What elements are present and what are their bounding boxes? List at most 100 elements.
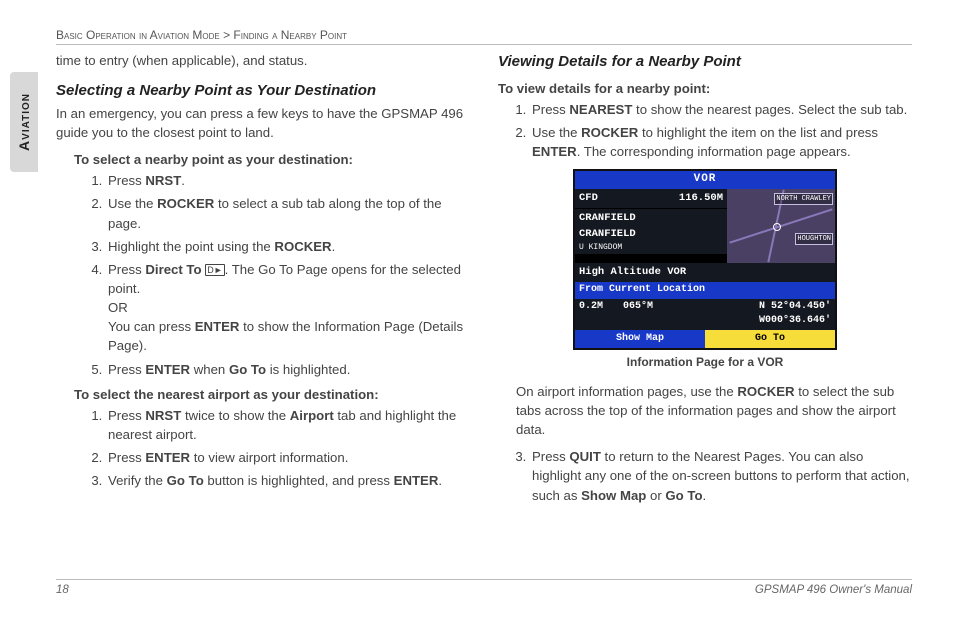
show-map-button[interactable]: Show Map [575,330,705,349]
btn-showmap: Show Map [581,488,646,503]
instruction-heading-b: To select the nearest airport as your de… [74,385,470,404]
key-enter: ENTER [195,319,240,334]
latitude: N 52°04.450' [759,301,831,312]
instruction-list-a: Press NRST. Use the ROCKER to select a s… [94,171,470,378]
key-rocker: ROCKER [581,125,638,140]
goto-button[interactable]: Go To [705,330,835,349]
location-row: 0.2M 065°M N 52°04.450' W000°36.646' [575,299,835,330]
tab-airport: Airport [290,408,334,423]
t: Press [532,449,569,464]
t: Press [108,450,145,465]
t: to highlight the item on the list and pr… [638,125,878,140]
direct-to-icon: D► [205,264,224,276]
or-text: OR [108,300,128,315]
t: . [703,488,707,503]
content-columns: time to entry (when applicable), and sta… [56,51,912,509]
key-nrst: NRST [145,173,181,188]
vor-name2: CRANFIELD [579,227,723,242]
t: Highlight the point using the [108,239,274,254]
step: Highlight the point using the ROCKER. [106,237,470,256]
t: Press [108,173,145,188]
t: button is highlighted, and press [204,473,394,488]
btn-goto: Go To [665,488,702,503]
t: Use the [532,125,581,140]
vor-country: U KINGDOM [579,242,723,254]
t: . [332,239,336,254]
screen-buttons: Show Map Go To [575,330,835,349]
key-enter: ENTER [394,473,439,488]
screen-body: CFD 116.50M CRANFIELD CRANFIELD U KINGDO… [575,189,835,263]
t: twice to show the [181,408,289,423]
side-tab-aviation: Aviation [10,72,38,172]
screen-left: CFD 116.50M CRANFIELD CRANFIELD U KINGDO… [575,189,727,263]
t: You can press [108,319,195,334]
key-rocker: ROCKER [274,239,331,254]
breadcrumb: Basic Operation in Aviation Mode > Findi… [56,28,912,45]
paragraph: On airport information pages, use the RO… [516,382,912,439]
t: . [181,173,185,188]
t: Verify the [108,473,167,488]
map-label: NORTH CRAWLEY [774,193,833,205]
key-enter: ENTER [145,450,190,465]
key-rocker: ROCKER [737,384,794,399]
distance: 0.2M [579,300,623,329]
page-number: 18 [56,584,69,596]
bearing: 065°M [623,300,683,329]
vor-info-screen: VOR CFD 116.50M CRANFIELD CRANFIELD U KI… [573,169,837,350]
t: or [646,488,665,503]
step: Press Direct To D►. The Go To Page opens… [106,260,470,356]
step: Use the ROCKER to select a sub tab along… [106,194,470,232]
manual-title: GPSMAP 496 Owner's Manual [755,584,912,596]
screen-map: NORTH CRAWLEY HOUGHTON [727,189,835,263]
instruction-list-c-cont: Press QUIT to return to the Nearest Page… [518,447,912,504]
step: Press NEAREST to show the nearest pages.… [530,100,912,119]
breadcrumb-a: Basic Operation in Aviation Mode [56,28,220,42]
key-enter: ENTER [532,144,577,159]
map-label: HOUGHTON [795,233,833,245]
t: On airport information pages, use the [516,384,737,399]
instruction-list-b: Press NRST twice to show the Airport tab… [94,406,470,491]
t: is highlighted. [266,362,350,377]
t: Use the [108,196,157,211]
section-subtitle: In an emergency, you can press a few key… [56,104,470,142]
vor-id: CFD [579,191,598,206]
key-enter: ENTER [145,362,190,377]
vor-name1: CRANFIELD [579,211,723,226]
step: Press NRST twice to show the Airport tab… [106,406,470,444]
t: Press [532,102,569,117]
column-right: Viewing Details for a Nearby Point To vi… [498,51,912,509]
section-heading-selecting: Selecting a Nearby Point as Your Destina… [56,80,470,102]
instruction-list-c: Press NEAREST to show the nearest pages.… [518,100,912,161]
key-nearest: NEAREST [569,102,632,117]
btn-goto: Go To [229,362,266,377]
breadcrumb-b: Finding a Nearby Point [233,28,347,42]
btn-goto: Go To [167,473,204,488]
section-heading-viewing: Viewing Details for a Nearby Point [498,51,912,73]
step: Press ENTER to view airport information. [106,448,470,467]
step: Verify the Go To button is highlighted, … [106,471,470,490]
step: Press NRST. [106,171,470,190]
t: to show the nearest pages. Select the su… [632,102,907,117]
vor-freq: 116.50M [679,191,723,206]
step: Press ENTER when Go To is highlighted. [106,360,470,379]
key-nrst: NRST [145,408,181,423]
breadcrumb-sep: > [220,28,234,42]
instruction-heading-a: To select a nearby point as your destina… [74,150,470,169]
page-footer: 18 GPSMAP 496 Owner's Manual [56,579,912,596]
screenshot-caption: Information Page for a VOR [498,354,912,371]
t: . [438,473,442,488]
instruction-heading-c: To view details for a nearby point: [498,79,912,98]
screen-title: VOR [575,171,835,189]
key-quit: QUIT [569,449,601,464]
key-rocker: ROCKER [157,196,214,211]
t: to view airport information. [190,450,348,465]
step: Press QUIT to return to the Nearest Page… [530,447,912,504]
t: . The corresponding information page app… [577,144,851,159]
longitude: W000°36.646' [759,315,831,326]
device-screenshot: VOR CFD 116.50M CRANFIELD CRANFIELD U KI… [498,169,912,350]
lead-text: time to entry (when applicable), and sta… [56,51,470,70]
t: Press [108,408,145,423]
t: when [190,362,229,377]
step: Use the ROCKER to highlight the item on … [530,123,912,161]
t: Press [108,362,145,377]
